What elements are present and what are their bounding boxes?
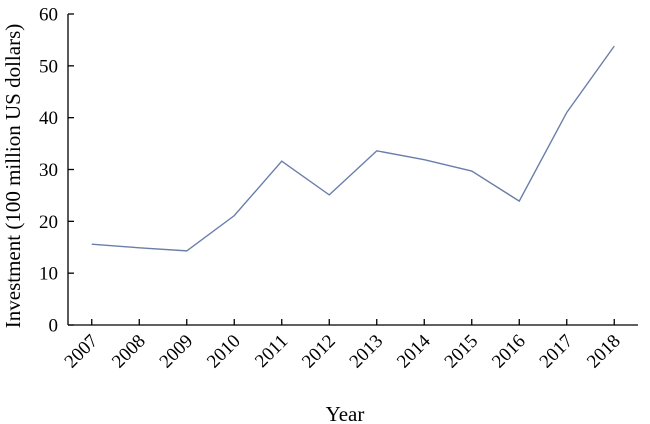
x-tick-label: 2017 — [536, 331, 578, 373]
y-axis-title: Investment (100 million US dollars) — [1, 24, 25, 328]
x-tick-label: 2016 — [488, 331, 530, 373]
x-tick-label: 2015 — [441, 331, 483, 373]
x-axis: 2007 2008 2009 2010 2011 2012 2013 2014 2015 2016… — [61, 319, 638, 372]
y-tick-label: 40 — [39, 108, 58, 129]
y-tick-label: 10 — [39, 264, 58, 285]
x-tick-label: 2013 — [346, 331, 388, 373]
y-tick-label: 30 — [39, 160, 58, 181]
y-tick-label: 60 — [39, 5, 58, 26]
x-tick-label: 2009 — [156, 331, 198, 373]
y-tick-label: 0 — [49, 316, 59, 337]
x-tick-label: 2007 — [61, 331, 103, 373]
x-tick-label: 2014 — [393, 330, 435, 372]
series-line — [91, 45, 615, 252]
plot-series — [91, 45, 615, 252]
x-tick-label: 2012 — [298, 331, 340, 373]
x-tick-label: 2011 — [251, 331, 292, 372]
x-tick-label: 2018 — [583, 331, 625, 373]
x-axis-title: Year — [326, 402, 365, 424]
y-tick-label: 50 — [39, 56, 58, 77]
x-tick-label: 2010 — [203, 331, 245, 373]
y-tick-label: 20 — [39, 212, 58, 233]
x-tick-label: 2008 — [108, 331, 150, 373]
y-axis: 0 10 20 30 40 50 60 — [39, 5, 74, 337]
